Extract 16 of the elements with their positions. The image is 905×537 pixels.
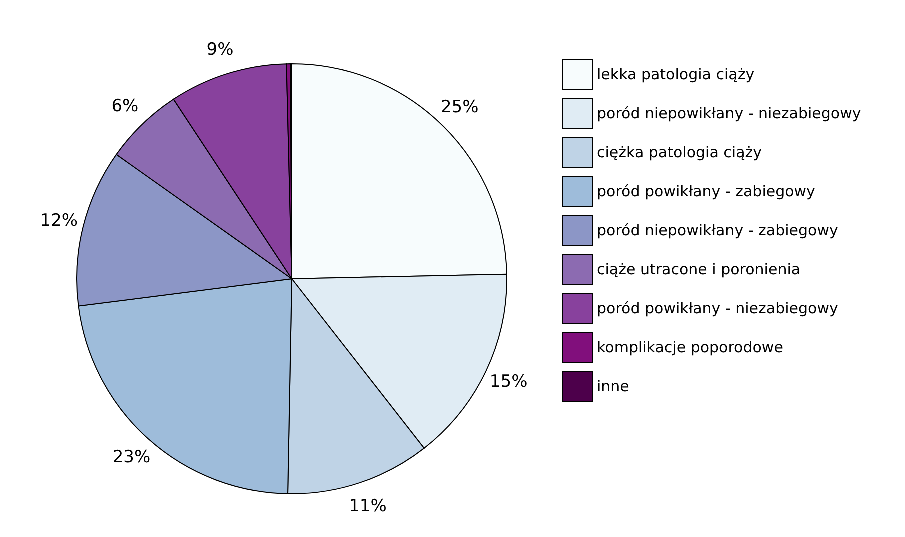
data-label: 6%	[112, 96, 139, 116]
data-label: 11%	[349, 496, 387, 517]
legend-label: lekka patologia ciąży	[597, 66, 755, 84]
data-label: 15%	[490, 372, 528, 392]
legend-label: komplikacje poporodowe	[597, 338, 784, 356]
data-label: 23%	[112, 448, 151, 468]
legend-label: poród powikłany - niezabiegowy	[597, 300, 838, 318]
data-label: 9%	[206, 40, 234, 60]
data-label: 25%	[440, 97, 479, 118]
data-label: 12%	[40, 210, 78, 231]
legend-label: ciąże utracone i poronienia	[597, 260, 801, 278]
legend-label: poród niepowikłany - zabiegowy	[597, 222, 838, 240]
legend-label: poród powikłany - zabiegowy	[597, 182, 816, 200]
legend-label: ciężka patologia ciąży	[597, 144, 762, 162]
legend-label: poród niepowikłany - niezabiegowy	[597, 104, 862, 122]
legend-label: inne	[597, 378, 630, 396]
